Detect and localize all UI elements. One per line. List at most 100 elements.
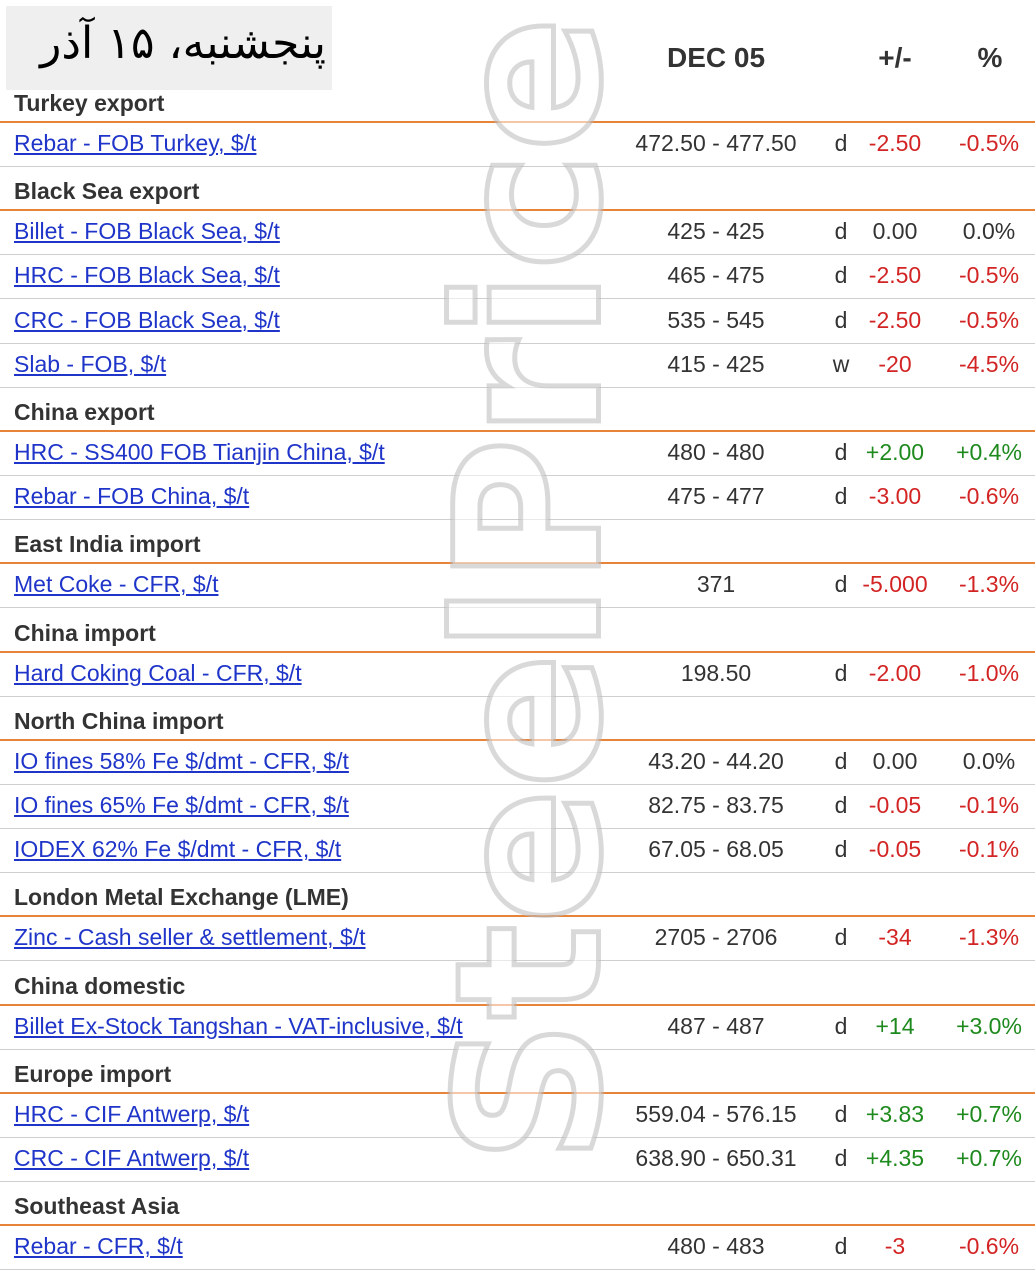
price-change: +14 (875, 1012, 915, 1039)
price-change: -2.00 (868, 659, 922, 686)
product-link[interactable]: CRC - FOB Black Sea, $/t (14, 306, 280, 333)
price-change: -0.05 (868, 836, 922, 863)
price-range: 465 - 475 (667, 262, 765, 289)
price-row: Hard Coking Coal - CFR, $/t 198.50 d -2.00 -… (0, 652, 1035, 697)
update-frequency: d (834, 924, 848, 951)
percent-change: -0.1% (958, 836, 1020, 863)
section-title: China domestic (14, 972, 186, 999)
price-range: 487 - 487 (667, 1012, 765, 1039)
update-frequency: d (834, 483, 848, 510)
product-link[interactable]: Hard Coking Coal - CFR, $/t (14, 659, 302, 686)
update-frequency: d (834, 218, 848, 245)
price-change: -20 (878, 350, 912, 377)
percent-change: -0.6% (958, 483, 1020, 510)
product-link[interactable]: IO fines 65% Fe $/dmt - CFR, $/t (14, 792, 349, 818)
update-frequency: d (834, 659, 848, 686)
percent-change: -0.5% (958, 306, 1020, 333)
section-header: London Metal Exchange (LME) (0, 883, 1035, 918)
price-range: 2705 - 2706 (654, 924, 778, 951)
price-change: 0.00 (872, 218, 918, 245)
product-link[interactable]: Billet Ex-Stock Tangshan - VAT-inclusive… (14, 1012, 463, 1039)
price-row: Zinc - Cash seller & settlement, $/t 2705… (0, 916, 1035, 962)
product-link[interactable]: IO fines 58% Fe $/dmt - CFR, $/t (14, 747, 349, 774)
section-header: Black Sea export (0, 177, 1035, 212)
section-header: Europe import (0, 1060, 1035, 1094)
update-frequency: d (834, 1233, 848, 1260)
product-link[interactable]: CRC - CIF Antwerp, $/t (14, 1145, 250, 1171)
update-frequency: d (834, 571, 848, 598)
price-change: +2.00 (865, 439, 925, 465)
section-header: China import (0, 619, 1035, 653)
price-row: Rebar - FOB China, $/t 475 - 477 d -3.00 -0.… (0, 475, 1035, 521)
update-frequency: d (834, 747, 848, 774)
price-change: 0.00 (872, 747, 918, 774)
price-range: 415 - 425 (667, 350, 765, 377)
percent-change: 0.0% (962, 218, 1016, 245)
section-title: London Metal Exchange (LME) (14, 884, 349, 911)
price-change: -5.000 (862, 571, 928, 598)
section-title: China import (14, 619, 156, 646)
product-link[interactable]: Rebar - FOB Turkey, $/t (14, 130, 257, 156)
update-frequency: d (834, 1012, 848, 1039)
price-row: HRC - FOB Black Sea, $/t 465 - 475 d -2.50 -… (0, 254, 1035, 300)
price-change: +3.83 (865, 1100, 925, 1127)
section-title: China export (14, 399, 155, 425)
section-header: Turkey export (0, 89, 1035, 123)
product-link[interactable]: HRC - FOB Black Sea, $/t (14, 262, 280, 289)
column-header-percent: % (977, 42, 1003, 73)
price-row: IO fines 58% Fe $/dmt - CFR, $/t 43.20 - … (0, 740, 1035, 785)
price-range: 82.75 - 83.75 (648, 792, 784, 818)
price-row: Rebar - FOB Turkey, $/t 472.50 - 477.50 d -… (0, 122, 1035, 167)
price-change: -0.05 (868, 792, 922, 818)
price-change: -3.00 (868, 483, 922, 510)
price-range: 535 - 545 (667, 306, 765, 333)
percent-change: -0.5% (958, 262, 1020, 289)
price-row: IODEX 62% Fe $/dmt - CFR, $/t 67.05 - 68.… (0, 828, 1035, 874)
product-link[interactable]: HRC - SS400 FOB Tianjin China, $/t (14, 439, 385, 465)
column-header-change: +/- (878, 42, 912, 73)
price-range: 559.04 - 576.15 (635, 1100, 797, 1127)
percent-change: -0.1% (958, 792, 1020, 818)
section-title: Europe import (14, 1060, 172, 1087)
section-header: China export (0, 398, 1035, 432)
price-change: -34 (878, 924, 912, 951)
price-row: Met Coke - CFR, $/t 371 d -5.000 -1.3% (0, 563, 1035, 609)
percent-change: +0.7% (956, 1100, 1022, 1127)
date-stamp: پنجشنبه، ۱۵ آذر (6, 6, 332, 90)
update-frequency: d (834, 439, 848, 465)
section-header: China domestic (0, 972, 1035, 1006)
product-link[interactable]: HRC - CIF Antwerp, $/t (14, 1100, 250, 1127)
section-title: Turkey export (14, 90, 165, 116)
product-link[interactable]: IODEX 62% Fe $/dmt - CFR, $/t (14, 836, 342, 863)
percent-change: -1.3% (958, 924, 1020, 951)
percent-change: -1.3% (958, 571, 1020, 598)
price-row: Billet Ex-Stock Tangshan - VAT-inclusive… (0, 1005, 1035, 1050)
update-frequency: d (834, 306, 848, 333)
percent-change: -0.5% (958, 130, 1020, 156)
update-frequency: d (834, 1100, 848, 1127)
section-title: Southeast Asia (14, 1193, 180, 1220)
product-link[interactable]: Rebar - FOB China, $/t (14, 483, 250, 510)
update-frequency: w (832, 350, 850, 377)
product-link[interactable]: Slab - FOB, $/t (14, 350, 167, 377)
price-range: 43.20 - 44.20 (648, 747, 784, 774)
price-row: CRC - CIF Antwerp, $/t 638.90 - 650.31 d +4… (0, 1137, 1035, 1182)
price-change: +4.35 (865, 1145, 925, 1171)
section-header: Southeast Asia (0, 1192, 1035, 1227)
section-header: East India import (0, 530, 1035, 565)
product-link[interactable]: Rebar - CFR, $/t (14, 1233, 183, 1260)
update-frequency: d (834, 1145, 848, 1171)
price-row: Billet - FOB Black Sea, $/t 425 - 425 d 0.0… (0, 210, 1035, 256)
price-row: IO fines 65% Fe $/dmt - CFR, $/t 82.75 - … (0, 784, 1035, 829)
product-link[interactable]: Billet - FOB Black Sea, $/t (14, 218, 280, 245)
section-header: North China import (0, 707, 1035, 741)
price-range: 67.05 - 68.05 (648, 836, 784, 863)
update-frequency: d (834, 792, 848, 818)
section-title: East India import (14, 531, 201, 558)
price-row: Slab - FOB, $/t 415 - 425 w -20 -4.5% (0, 343, 1035, 388)
percent-change: +0.4% (956, 439, 1022, 465)
update-frequency: d (834, 130, 848, 156)
product-link[interactable]: Met Coke - CFR, $/t (14, 571, 219, 598)
product-link[interactable]: Zinc - Cash seller & settlement, $/t (14, 924, 366, 951)
price-range: 198.50 (680, 659, 752, 686)
